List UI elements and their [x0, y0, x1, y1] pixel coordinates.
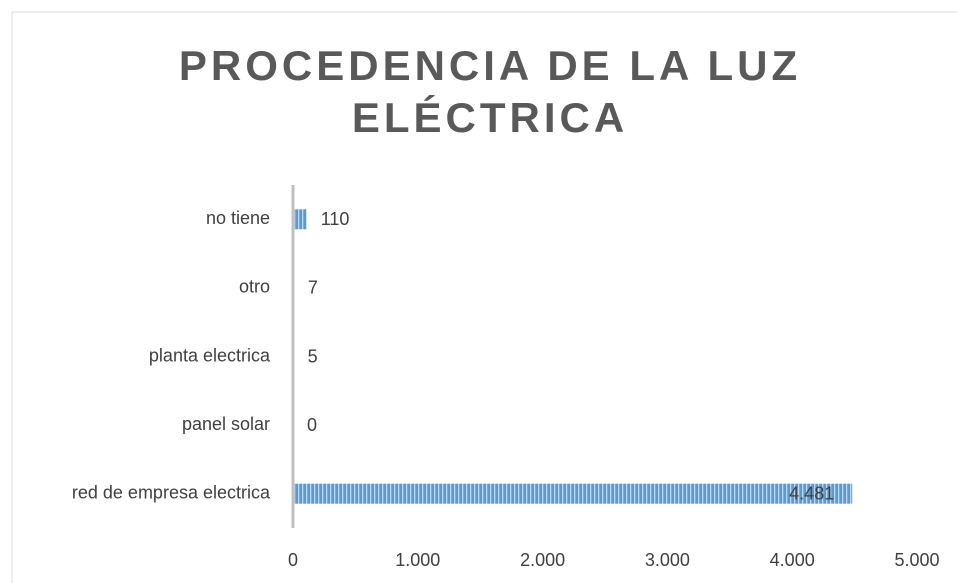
data-label: 4.481	[789, 483, 834, 503]
bar	[293, 483, 853, 504]
chart-border	[11, 11, 957, 583]
x-tick-label: 2.000	[520, 550, 565, 570]
x-tick-label: 3.000	[645, 550, 690, 570]
data-label: 110	[321, 209, 350, 229]
bar	[293, 209, 307, 230]
data-label: 7	[308, 278, 318, 298]
y-tick-label: planta electrica	[149, 345, 271, 365]
data-label: 0	[307, 415, 317, 435]
x-tick-label: 5.000	[894, 550, 939, 570]
x-tick-label: 0	[288, 550, 298, 570]
x-tick-label: 1.000	[395, 550, 440, 570]
y-tick-label: otro	[239, 277, 270, 297]
y-tick-label: panel solar	[182, 414, 270, 434]
y-tick-label: red de empresa electrica	[72, 482, 271, 502]
x-tick-label: 4.000	[770, 550, 815, 570]
y-tick-label: no tiene	[206, 208, 270, 228]
chart-title: PROCEDENCIA DE LA LUZ ELÉCTRICA	[178, 42, 802, 141]
data-label: 5	[308, 346, 318, 366]
